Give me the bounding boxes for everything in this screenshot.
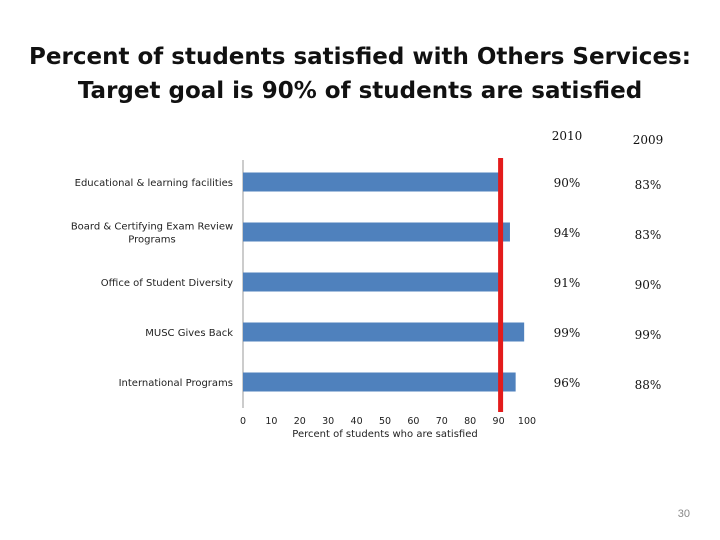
category-label: Office of Student Diversity: [101, 278, 233, 289]
table-cell: 91%: [554, 276, 581, 290]
table-cell: 96%: [554, 376, 581, 390]
category-label: MUSC Gives Back: [145, 328, 233, 339]
table-column-header: 2009: [633, 133, 664, 147]
x-tick-label: 50: [379, 416, 391, 427]
category-label: Board & Certifying Exam Review Programs: [71, 222, 233, 246]
x-tick-label: 20: [294, 416, 306, 427]
category-label: Educational & learning facilities: [75, 178, 233, 189]
table-cell: 83%: [635, 178, 662, 192]
table-cell: 88%: [635, 378, 662, 392]
slide-title-line-1: Percent of students satisfied with Other…: [29, 44, 691, 70]
x-tick-label: 90: [493, 416, 505, 427]
table-column-header: 2010: [552, 129, 583, 143]
bar: [243, 372, 516, 392]
bar: [243, 172, 499, 192]
page-number: 30: [677, 508, 690, 520]
table-cell: 99%: [554, 326, 581, 340]
x-tick-label: 30: [322, 416, 334, 427]
x-tick-label: 60: [407, 416, 419, 427]
table-cell: 99%: [635, 328, 662, 342]
x-tick-label: 80: [464, 416, 476, 427]
x-axis-title: Percent of students who are satisfied: [292, 429, 477, 440]
bar: [243, 222, 510, 242]
x-tick-label: 10: [265, 416, 277, 427]
x-tick-label: 0: [240, 416, 246, 427]
category-label: International Programs: [119, 378, 233, 389]
bar: [243, 322, 525, 342]
slide-title: Percent of students satisfied with Other…: [0, 40, 720, 108]
bar: [243, 272, 502, 292]
table-cell: 90%: [635, 278, 662, 292]
x-tick-label: 70: [436, 416, 448, 427]
table-cell: 94%: [554, 226, 581, 240]
slide-title-line-2: Target goal is 90% of students are satis…: [77, 78, 643, 104]
x-tick-label: 100: [518, 416, 536, 427]
table-cell: 90%: [554, 176, 581, 190]
x-tick-label: 40: [351, 416, 363, 427]
table-cell: 83%: [635, 228, 662, 242]
